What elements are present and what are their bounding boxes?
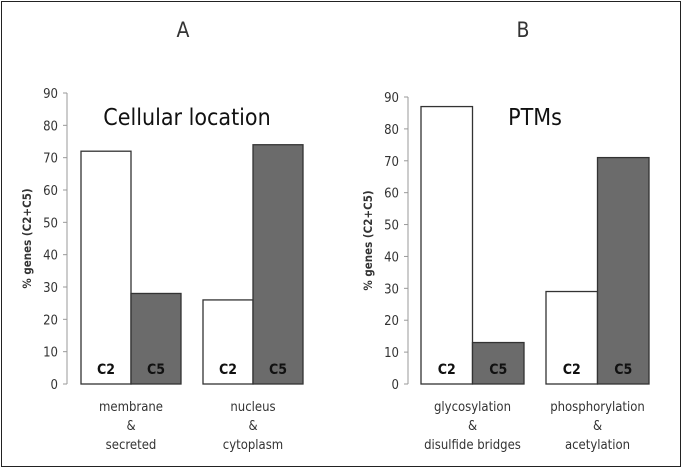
bar-c2: [545, 290, 599, 385]
y-tick-label: 70: [43, 152, 58, 167]
y-tick-label: 0: [51, 378, 58, 393]
y-axis-label: % genes (C2+C5): [361, 190, 375, 290]
y-axis-label: % genes (C2+C5): [20, 188, 34, 288]
bar-series-label: C2: [97, 362, 115, 378]
bar-series-label: C5: [147, 362, 165, 378]
y-tick-label: 30: [384, 282, 399, 297]
y-tick-label: 80: [43, 119, 58, 134]
category-label: glycosylation: [434, 400, 511, 415]
y-tick-label: 70: [384, 155, 399, 170]
category-label: phosphorylation: [550, 400, 645, 415]
y-tick-label: 20: [43, 313, 58, 328]
y-tick-label: 30: [43, 281, 58, 296]
y-tick-label: 50: [384, 219, 399, 234]
category-label: &: [593, 419, 602, 434]
bar-series-label: C2: [219, 362, 237, 378]
bar-c5: [130, 292, 182, 385]
bar-c2: [420, 105, 474, 385]
y-tick-label: 50: [43, 216, 58, 231]
category-label: disulfide bridges: [424, 438, 521, 453]
bar-c5: [471, 341, 525, 385]
category-label: secreted: [106, 438, 157, 453]
chart-title: PTMs: [508, 105, 562, 131]
bar-c5: [596, 156, 650, 385]
category-label: membrane: [99, 400, 163, 415]
bar-series-label: C5: [489, 362, 507, 378]
y-tick-label: 20: [384, 314, 399, 329]
category-label: &: [248, 419, 257, 434]
bar-c2: [80, 150, 132, 385]
category-label: &: [468, 419, 477, 434]
category-label: acetylation: [565, 438, 630, 453]
y-tick-label: 60: [384, 187, 399, 202]
y-tick-label: 0: [392, 378, 399, 393]
panel-label: A: [177, 18, 190, 42]
panel-label: B: [517, 18, 530, 42]
y-tick-label: 90: [384, 91, 399, 106]
y-tick-label: 40: [384, 250, 399, 265]
bar-c5: [252, 144, 304, 385]
bar-series-label: C5: [614, 362, 632, 378]
category-label: &: [126, 419, 135, 434]
y-tick-label: 80: [384, 123, 399, 138]
y-tick-label: 60: [43, 184, 58, 199]
y-tick-label: 90: [43, 87, 58, 102]
bar-series-label: C5: [269, 362, 287, 378]
bar-series-label: C2: [438, 362, 456, 378]
y-tick-label: 10: [43, 346, 58, 361]
chart-title: Cellular location: [103, 105, 270, 131]
bar-series-label: C2: [563, 362, 581, 378]
category-label: cytoplasm: [223, 438, 283, 453]
y-tick-label: 10: [384, 346, 399, 361]
y-tick-label: 40: [43, 249, 58, 264]
category-label: nucleus: [230, 400, 275, 415]
